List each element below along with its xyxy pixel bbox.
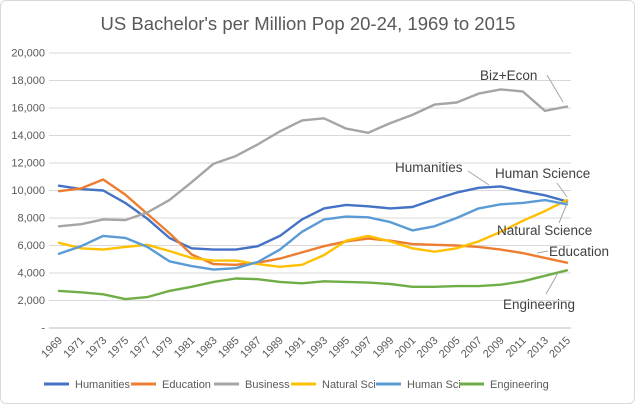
gridlines bbox=[49, 52, 571, 329]
series-line-humanities bbox=[57, 184, 569, 251]
legend-label: Humanities bbox=[75, 379, 131, 391]
y-tick-label: 10,000 bbox=[11, 185, 45, 197]
x-tick-label: 1985 bbox=[216, 335, 242, 361]
x-tick-label: 1975 bbox=[106, 335, 132, 361]
annotation-label-human-science: Human Science bbox=[495, 166, 590, 181]
y-tick-label: 20,000 bbox=[11, 48, 45, 60]
series-line-human-sci bbox=[57, 198, 569, 271]
legend-label: Human Sci bbox=[407, 379, 461, 391]
annotation-leader-line bbox=[556, 182, 568, 198]
chart-title: US Bachelor's per Million Pop 20-24, 196… bbox=[101, 13, 516, 34]
annotation-leader-line bbox=[545, 272, 559, 295]
y-tick-label: 14,000 bbox=[11, 130, 45, 142]
y-tick-label: 2,000 bbox=[17, 295, 45, 307]
series-line-education bbox=[57, 178, 569, 266]
x-tick-label: 1999 bbox=[371, 335, 397, 361]
legend: Humanities Education Business Natural Sci Hu… bbox=[44, 379, 549, 391]
x-tick-label: 1997 bbox=[349, 335, 375, 361]
x-tick-label: 1989 bbox=[260, 335, 286, 361]
legend-label: Natural Sci bbox=[322, 379, 376, 391]
y-tick-label: 4,000 bbox=[17, 268, 45, 280]
x-tick-label: 1979 bbox=[150, 335, 176, 361]
annotation-label-engineering: Engineering bbox=[503, 297, 575, 312]
series-annotations: Biz+Econ Humanities Human Science Natural S… bbox=[395, 68, 609, 312]
legend-item-humanities[interactable]: Humanities bbox=[44, 379, 131, 391]
x-tick-label: 2005 bbox=[437, 335, 463, 361]
series-lines bbox=[57, 88, 569, 301]
x-tick-label: 2001 bbox=[393, 335, 419, 361]
annotation-leader-line bbox=[546, 74, 564, 103]
annotation-label-natural-science: Natural Science bbox=[497, 223, 592, 238]
x-axis-labels: 1969197119731975197719791981198319851987… bbox=[39, 335, 573, 361]
annotation-leader-line bbox=[536, 250, 549, 254]
x-tick-label: 1981 bbox=[172, 335, 198, 361]
y-tick-label: 12,000 bbox=[11, 158, 45, 170]
x-tick-label: 2015 bbox=[547, 335, 573, 361]
x-tick-label: 1969 bbox=[39, 335, 65, 361]
x-tick-label: 1983 bbox=[194, 335, 220, 361]
y-tick-label: 8,000 bbox=[17, 213, 45, 225]
x-tick-label: 1971 bbox=[61, 335, 87, 361]
x-tick-label: 1987 bbox=[238, 335, 264, 361]
x-tick-label: 2013 bbox=[525, 335, 551, 361]
legend-item-human-sci[interactable]: Human Sci bbox=[376, 379, 461, 391]
legend-label: Education bbox=[162, 379, 211, 391]
annotation-label-education: Education bbox=[549, 244, 609, 259]
annotation-label-humanities: Humanities bbox=[395, 160, 463, 175]
x-tick-label: 2011 bbox=[504, 335, 529, 360]
y-tick-label: 16,000 bbox=[11, 103, 45, 115]
legend-item-education[interactable]: Education bbox=[131, 379, 211, 391]
y-tick-label: 6,000 bbox=[17, 240, 45, 252]
x-tick-label: 1973 bbox=[83, 335, 109, 361]
legend-item-business[interactable]: Business bbox=[214, 379, 290, 391]
series-line-business bbox=[57, 88, 569, 228]
annotation-leader-line bbox=[558, 200, 569, 224]
legend-label: Business bbox=[245, 379, 290, 391]
x-tick-label: 2007 bbox=[459, 335, 485, 361]
x-tick-label: 1991 bbox=[282, 335, 308, 361]
legend-item-natural-sci[interactable]: Natural Sci bbox=[291, 379, 376, 391]
annotation-leader-line bbox=[467, 170, 490, 186]
y-axis-labels: - 2,000 4,000 6,000 8,000 10,000 12,000 14,000 1… bbox=[11, 48, 45, 335]
annotation-label-biz-econ: Biz+Econ bbox=[480, 68, 537, 83]
y-tick-label: 18,000 bbox=[11, 75, 45, 87]
series-line-engineering bbox=[57, 269, 569, 301]
x-tick-label: 2003 bbox=[415, 335, 441, 361]
x-tick-label: 1977 bbox=[128, 335, 154, 361]
x-tick-label: 1995 bbox=[326, 335, 352, 361]
legend-label: Engineering bbox=[490, 379, 549, 391]
y-tick-label: - bbox=[41, 323, 45, 335]
legend-item-engineering[interactable]: Engineering bbox=[459, 379, 549, 391]
x-tick-label: 2009 bbox=[481, 335, 507, 361]
x-tick-label: 1993 bbox=[304, 335, 330, 361]
